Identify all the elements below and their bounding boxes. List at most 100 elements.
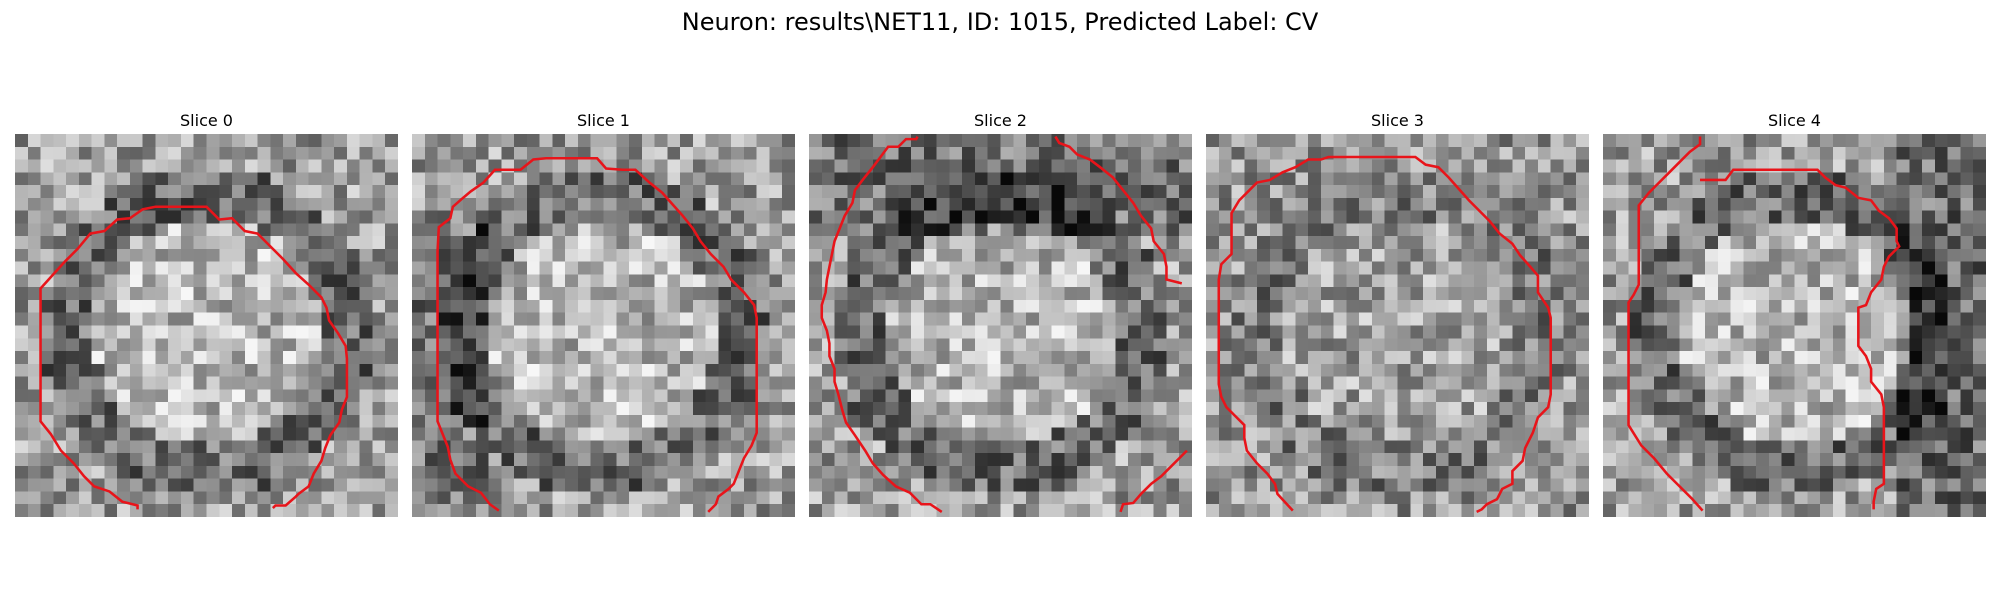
image-pixel	[1077, 504, 1091, 517]
image-pixel	[1359, 414, 1373, 428]
image-pixel	[1115, 363, 1129, 377]
image-pixel	[180, 248, 194, 262]
image-pixel	[155, 414, 169, 428]
image-pixel	[705, 389, 719, 403]
image-pixel	[1603, 159, 1617, 173]
image-pixel	[898, 453, 912, 467]
image-pixel	[847, 287, 861, 301]
image-pixel	[1308, 146, 1322, 160]
image-pixel	[962, 363, 976, 377]
image-pixel	[667, 172, 681, 186]
image-pixel	[1257, 440, 1271, 454]
image-pixel	[1973, 478, 1986, 492]
image-pixel	[1282, 248, 1296, 262]
image-pixel	[860, 351, 874, 365]
image-pixel	[1654, 478, 1668, 492]
image-pixel	[1038, 338, 1052, 352]
image-pixel	[1051, 338, 1065, 352]
image-pixel	[603, 210, 617, 224]
image-pixel	[629, 389, 643, 403]
image-pixel	[232, 261, 246, 275]
image-pixel	[129, 185, 143, 199]
image-pixel	[1973, 172, 1986, 186]
image-pixel	[1756, 351, 1770, 365]
image-pixel	[885, 414, 899, 428]
image-pixel	[1295, 312, 1309, 326]
image-pixel	[1384, 236, 1398, 250]
image-pixel	[1231, 312, 1245, 326]
image-pixel	[809, 338, 823, 352]
image-pixel	[1922, 287, 1936, 301]
image-pixel	[539, 223, 553, 237]
image-pixel	[1692, 223, 1706, 237]
image-pixel	[1705, 376, 1719, 390]
image-pixel	[552, 185, 566, 199]
image-pixel	[501, 389, 515, 403]
image-pixel	[1756, 299, 1770, 313]
image-pixel	[692, 312, 706, 326]
image-pixel	[117, 427, 131, 441]
image-pixel	[53, 197, 67, 211]
image-pixel	[346, 389, 360, 403]
image-pixel	[898, 491, 912, 505]
image-pixel	[1461, 312, 1475, 326]
image-pixel	[1832, 414, 1846, 428]
image-pixel	[40, 389, 54, 403]
image-pixel	[1333, 248, 1347, 262]
image-pixel	[1244, 465, 1258, 479]
image-pixel	[1000, 465, 1014, 479]
image-pixel	[1666, 261, 1680, 275]
image-pixel	[756, 376, 770, 390]
image-pixel	[629, 440, 643, 454]
image-pixel	[1244, 159, 1258, 173]
image-pixel	[1909, 389, 1923, 403]
image-pixel	[1525, 504, 1539, 517]
image-pixel	[1525, 351, 1539, 365]
image-pixel	[1410, 376, 1424, 390]
image-pixel	[809, 197, 823, 211]
image-pixel	[1166, 351, 1180, 365]
image-pixel	[1909, 185, 1923, 199]
image-pixel	[743, 491, 757, 505]
image-pixel	[91, 172, 105, 186]
image-pixel	[437, 351, 451, 365]
image-pixel	[1717, 185, 1731, 199]
image-pixel	[1550, 491, 1564, 505]
image-pixel	[1218, 351, 1232, 365]
image-pixel	[385, 351, 398, 365]
image-pixel	[1166, 338, 1180, 352]
image-pixel	[718, 325, 732, 339]
image-pixel	[898, 465, 912, 479]
image-pixel	[1000, 261, 1014, 275]
image-pixel	[1410, 351, 1424, 365]
image-pixel	[193, 376, 207, 390]
image-pixel	[283, 197, 297, 211]
image-pixel	[1845, 261, 1859, 275]
image-pixel	[1525, 236, 1539, 250]
image-pixel	[809, 427, 823, 441]
image-pixel	[1743, 351, 1757, 365]
image-pixel	[270, 325, 284, 339]
image-pixel	[1423, 261, 1437, 275]
image-pixel	[193, 325, 207, 339]
image-pixel	[1807, 287, 1821, 301]
image-pixel	[936, 325, 950, 339]
image-pixel	[1563, 210, 1577, 224]
image-pixel	[1705, 414, 1719, 428]
image-pixel	[295, 236, 309, 250]
image-pixel	[1973, 274, 1986, 288]
image-pixel	[1333, 427, 1347, 441]
image-pixel	[359, 427, 373, 441]
image-pixel	[1832, 402, 1846, 416]
image-pixel	[949, 402, 963, 416]
image-pixel	[501, 376, 515, 390]
image-pixel	[1756, 210, 1770, 224]
image-pixel	[1794, 440, 1808, 454]
image-pixel	[1679, 172, 1693, 186]
image-pixel	[1257, 312, 1271, 326]
image-pixel	[552, 491, 566, 505]
image-pixel	[1525, 402, 1539, 416]
image-pixel	[488, 427, 502, 441]
image-pixel	[1089, 261, 1103, 275]
image-pixel	[1654, 185, 1668, 199]
